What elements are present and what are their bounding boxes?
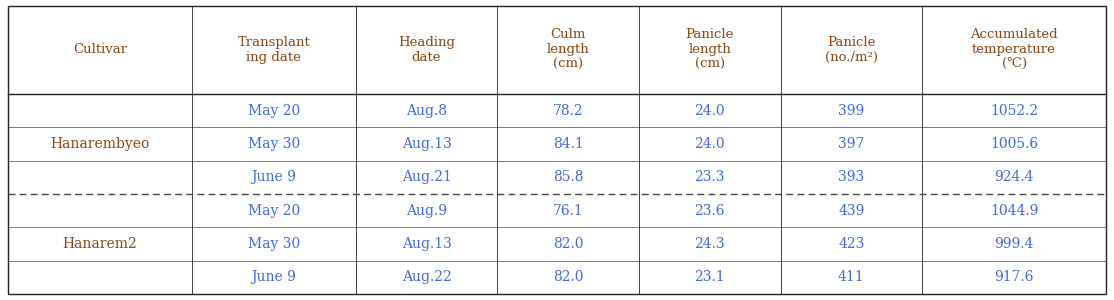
Text: Transplant
ing date: Transplant ing date bbox=[237, 36, 310, 64]
Text: Aug.13: Aug.13 bbox=[402, 237, 451, 251]
Text: 1044.9: 1044.9 bbox=[990, 204, 1038, 218]
Text: June 9: June 9 bbox=[252, 170, 296, 184]
Text: Accumulated
temperature
(℃): Accumulated temperature (℃) bbox=[970, 28, 1058, 71]
Text: Heading
date: Heading date bbox=[398, 36, 456, 64]
Text: 24.3: 24.3 bbox=[694, 237, 725, 251]
Text: 393: 393 bbox=[838, 170, 864, 184]
Text: Panicle
length
(cm): Panicle length (cm) bbox=[685, 28, 734, 71]
Text: Culm
length
(cm): Culm length (cm) bbox=[547, 28, 589, 71]
Text: 439: 439 bbox=[838, 204, 864, 218]
Text: 1005.6: 1005.6 bbox=[990, 137, 1038, 151]
Text: 1052.2: 1052.2 bbox=[990, 103, 1038, 118]
Text: 78.2: 78.2 bbox=[553, 103, 584, 118]
Text: June 9: June 9 bbox=[252, 270, 296, 284]
Text: Aug.21: Aug.21 bbox=[402, 170, 451, 184]
Text: 23.1: 23.1 bbox=[694, 270, 725, 284]
Text: 76.1: 76.1 bbox=[553, 204, 584, 218]
Text: May 20: May 20 bbox=[247, 204, 300, 218]
Text: Hanarembyeo: Hanarembyeo bbox=[50, 137, 149, 151]
Text: 23.3: 23.3 bbox=[694, 170, 725, 184]
Text: 84.1: 84.1 bbox=[553, 137, 584, 151]
Text: 917.6: 917.6 bbox=[995, 270, 1034, 284]
Text: 423: 423 bbox=[838, 237, 864, 251]
Text: 82.0: 82.0 bbox=[553, 237, 584, 251]
Text: 24.0: 24.0 bbox=[694, 103, 725, 118]
Text: Aug.22: Aug.22 bbox=[402, 270, 451, 284]
Text: Aug.8: Aug.8 bbox=[407, 103, 447, 118]
Text: 24.0: 24.0 bbox=[694, 137, 725, 151]
Text: 23.6: 23.6 bbox=[694, 204, 725, 218]
Text: 411: 411 bbox=[838, 270, 864, 284]
Text: 397: 397 bbox=[838, 137, 864, 151]
Text: Panicle
(no./m²): Panicle (no./m²) bbox=[824, 36, 878, 64]
Text: May 30: May 30 bbox=[247, 237, 300, 251]
Text: 999.4: 999.4 bbox=[995, 237, 1034, 251]
Text: 924.4: 924.4 bbox=[995, 170, 1034, 184]
Text: 85.8: 85.8 bbox=[553, 170, 584, 184]
Text: May 30: May 30 bbox=[247, 137, 300, 151]
Text: May 20: May 20 bbox=[247, 103, 300, 118]
Text: Aug.9: Aug.9 bbox=[407, 204, 447, 218]
Text: Cultivar: Cultivar bbox=[72, 44, 127, 56]
Text: Hanarem2: Hanarem2 bbox=[62, 237, 137, 251]
Text: Aug.13: Aug.13 bbox=[402, 137, 451, 151]
Text: 82.0: 82.0 bbox=[553, 270, 584, 284]
Text: 399: 399 bbox=[838, 103, 864, 118]
